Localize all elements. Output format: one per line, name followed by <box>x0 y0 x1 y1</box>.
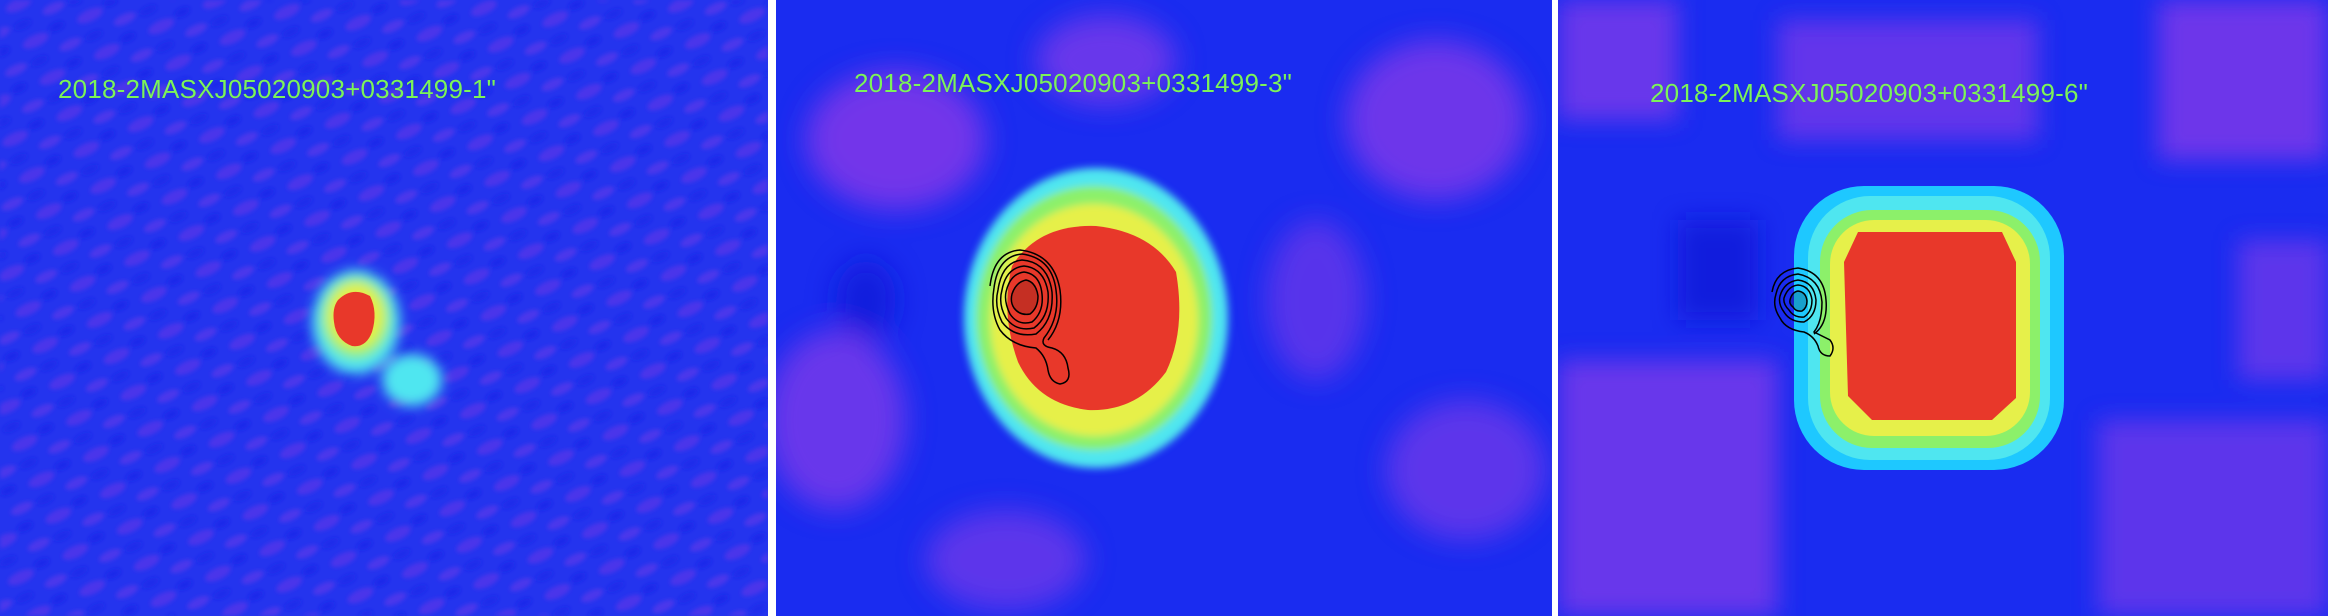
panel-title-1arcsec: 2018-2MASXJ05020903+0331499-1" <box>58 74 497 104</box>
radio-map-panel-3arcsec: 2018-2MASXJ05020903+0331499-3" <box>776 0 1552 616</box>
radio-map-image-1arcsec <box>0 0 768 616</box>
contours-6arcsec <box>1771 267 1834 357</box>
panel-divider <box>1552 0 1558 616</box>
panel-title-3arcsec: 2018-2MASXJ05020903+0331499-3" <box>854 68 1293 98</box>
source-core-6arcsec <box>1844 232 2016 420</box>
radio-map-image-6arcsec <box>1558 0 2328 616</box>
source-core-1arcsec <box>333 291 375 347</box>
radio-map-panel-6arcsec: 2018-2MASXJ05020903+0331499-6" <box>1558 0 2328 616</box>
contours-3arcsec <box>989 249 1070 385</box>
panel-divider <box>768 0 774 616</box>
radio-map-panel-1arcsec: 2018-2MASXJ05020903+0331499-1" <box>0 0 768 616</box>
radio-map-image-3arcsec <box>776 0 1552 616</box>
panel-title-6arcsec: 2018-2MASXJ05020903+0331499-6" <box>1650 78 2089 108</box>
